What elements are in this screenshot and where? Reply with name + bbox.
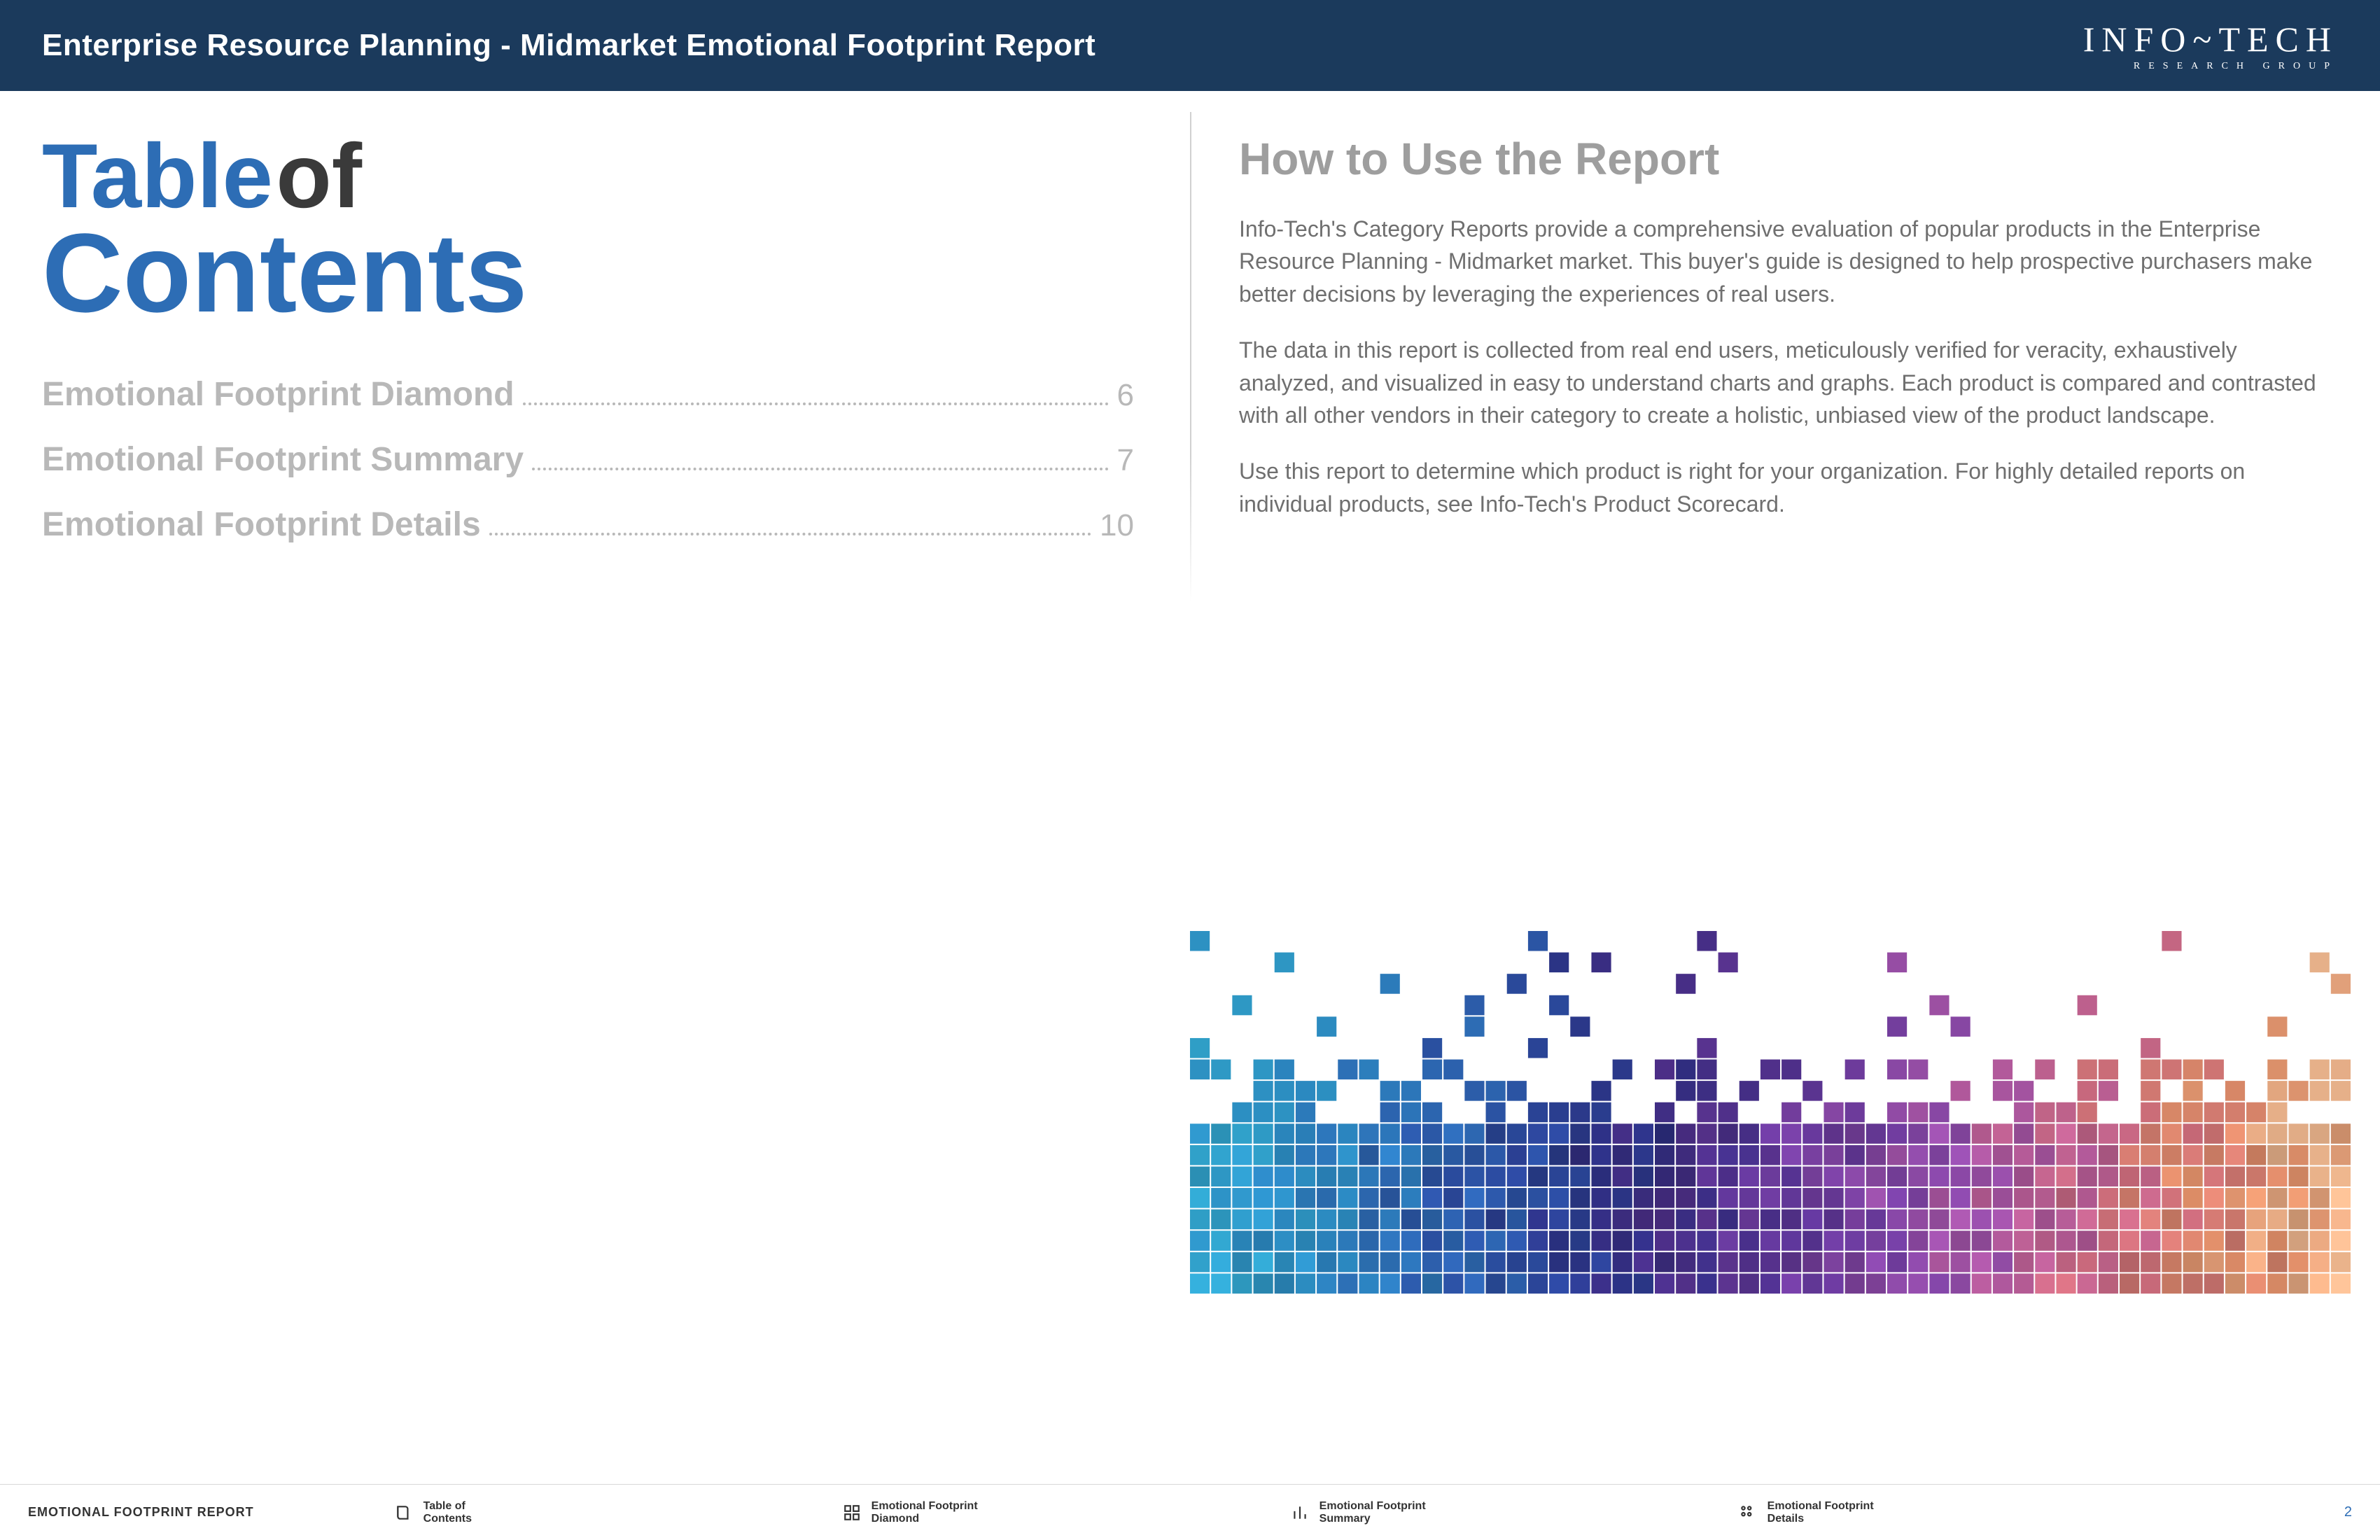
footer-lead-label: EMOTIONAL FOOTPRINT REPORT [28, 1505, 394, 1520]
book-icon [394, 1503, 414, 1522]
toc-item-page: 6 [1117, 378, 1134, 413]
toc-list: Emotional Footprint Diamond6Emotional Fo… [42, 375, 1134, 544]
footer-items: Table ofContents Emotional FootprintDiamo… [394, 1500, 2352, 1525]
howto-body: Info-Tech's Category Reports provide a c… [1239, 213, 2338, 520]
howto-paragraph: The data in this report is collected fro… [1239, 334, 2338, 431]
toc-heading: Table of Contents [42, 133, 1134, 326]
footer-item-label: Table ofContents [424, 1500, 472, 1525]
toc-leader-dots [523, 402, 1109, 405]
content-area: Table of Contents Emotional Footprint Di… [0, 91, 2380, 1421]
decorative-mosaic [1190, 931, 2352, 1295]
left-column: Table of Contents Emotional Footprint Di… [0, 91, 1190, 1421]
howto-paragraph: Use this report to determine which produ… [1239, 455, 2338, 520]
howto-paragraph: Info-Tech's Category Reports provide a c… [1239, 213, 2338, 310]
toc-item-page: 7 [1117, 443, 1134, 478]
toc-item-label: Emotional Footprint Details [42, 505, 481, 544]
footer-nav-item[interactable]: Emotional FootprintDiamond [842, 1500, 1290, 1525]
report-title: Enterprise Resource Planning - Midmarket… [42, 28, 1096, 63]
logo-sub-text: RESEARCH GROUP [2083, 61, 2338, 72]
logo-main-text: INFO~TECH [2083, 19, 2338, 59]
toc-item-page: 10 [1100, 508, 1134, 543]
footer-nav: EMOTIONAL FOOTPRINT REPORT Table ofConte… [0, 1484, 2380, 1540]
footer-nav-item[interactable]: Emotional FootprintSummary [1290, 1500, 1738, 1525]
brand-logo: INFO~TECH RESEARCH GROUP [2083, 19, 2338, 72]
bars-icon [1290, 1503, 1310, 1522]
toc-item-label: Emotional Footprint Summary [42, 440, 524, 479]
toc-word-contents: Contents [42, 220, 1134, 326]
howto-title: How to Use the Report [1239, 133, 2338, 185]
dots-icon [1738, 1503, 1758, 1522]
toc-row[interactable]: Emotional Footprint Diamond 6 [42, 375, 1134, 414]
header-bar: Enterprise Resource Planning - Midmarket… [0, 0, 2380, 91]
footer-item-label: Emotional FootprintDiamond [872, 1500, 978, 1525]
footer-item-label: Emotional FootprintSummary [1320, 1500, 1426, 1525]
toc-leader-dots [489, 533, 1091, 536]
footer-item-label: Emotional FootprintDetails [1768, 1500, 1874, 1525]
toc-leader-dots [532, 468, 1108, 470]
toc-row[interactable]: Emotional Footprint Details 10 [42, 505, 1134, 544]
footer-nav-item[interactable]: Emotional FootprintDetails [1738, 1500, 2186, 1525]
page-number: 2 [2344, 1504, 2352, 1520]
toc-item-label: Emotional Footprint Diamond [42, 375, 514, 414]
toc-row[interactable]: Emotional Footprint Summary 7 [42, 440, 1134, 479]
grid-icon [842, 1503, 862, 1522]
footer-nav-item[interactable]: Table ofContents [394, 1500, 842, 1525]
